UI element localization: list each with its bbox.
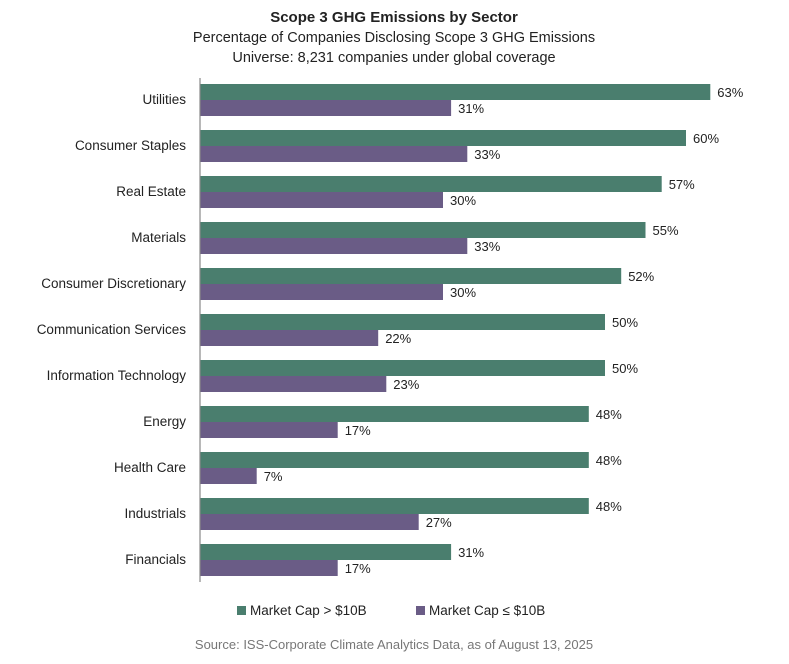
bar-financials-large-cap [200, 544, 452, 560]
bar-utilities-large-cap [200, 84, 711, 100]
data-label-utilities-large-cap: 63% [717, 85, 743, 100]
category-label-materials: Materials [131, 230, 186, 245]
legend-swatch-large-cap [237, 606, 246, 615]
data-label-information-technology-large-cap: 50% [612, 361, 638, 376]
data-label-industrials-large-cap: 48% [596, 499, 622, 514]
data-label-real-estate-small-cap: 30% [450, 193, 476, 208]
category-label-health-care: Health Care [114, 460, 186, 475]
bar-utilities-small-cap [200, 100, 452, 116]
bar-communication-services-large-cap [200, 314, 605, 330]
data-label-materials-large-cap: 55% [653, 223, 679, 238]
legend-label-large-cap: Market Cap > $10B [250, 603, 367, 618]
data-label-energy-small-cap: 17% [345, 423, 371, 438]
data-label-consumer-discretionary-large-cap: 52% [628, 269, 654, 284]
data-label-energy-large-cap: 48% [596, 407, 622, 422]
data-label-real-estate-large-cap: 57% [669, 177, 695, 192]
data-label-financials-large-cap: 31% [458, 545, 484, 560]
bars-layer: Utilities 63% 31% Consumer Staples 60% 33% Rea… [37, 84, 744, 576]
category-label-information-technology: Information Technology [47, 368, 187, 383]
legend-swatch-small-cap [416, 606, 425, 615]
category-label-utilities: Utilities [142, 92, 186, 107]
bar-information-technology-small-cap [200, 376, 387, 392]
category-label-energy: Energy [143, 414, 186, 429]
data-label-financials-small-cap: 17% [345, 561, 371, 576]
source-note: Source: ISS-Corporate Climate Analytics … [195, 637, 593, 652]
data-label-communication-services-small-cap: 22% [385, 331, 411, 346]
legend: Market Cap > $10B Market Cap ≤ $10B [237, 603, 545, 618]
bar-consumer-staples-small-cap [200, 146, 468, 162]
bar-consumer-discretionary-small-cap [200, 284, 443, 300]
bar-communication-services-small-cap [200, 330, 379, 346]
bar-information-technology-large-cap [200, 360, 605, 376]
bar-consumer-discretionary-large-cap [200, 268, 622, 284]
bar-financials-small-cap [200, 560, 338, 576]
data-label-industrials-small-cap: 27% [426, 515, 452, 530]
bar-industrials-small-cap [200, 514, 419, 530]
data-label-utilities-small-cap: 31% [458, 101, 484, 116]
bar-materials-small-cap [200, 238, 468, 254]
bar-health-care-small-cap [200, 468, 257, 484]
bar-materials-large-cap [200, 222, 646, 238]
data-label-consumer-staples-large-cap: 60% [693, 131, 719, 146]
category-label-industrials: Industrials [124, 506, 186, 521]
bar-industrials-large-cap [200, 498, 589, 514]
data-label-information-technology-small-cap: 23% [393, 377, 419, 392]
bar-real-estate-small-cap [200, 192, 443, 208]
category-label-real-estate: Real Estate [116, 184, 186, 199]
data-label-communication-services-large-cap: 50% [612, 315, 638, 330]
bar-energy-small-cap [200, 422, 338, 438]
chart-title: Scope 3 GHG Emissions by Sector [270, 9, 518, 26]
data-label-health-care-small-cap: 7% [264, 469, 283, 484]
chart-subtitle: Percentage of Companies Disclosing Scope… [193, 30, 595, 46]
category-label-communication-services: Communication Services [37, 322, 187, 337]
data-label-materials-small-cap: 33% [474, 239, 500, 254]
chart-universe-note: Universe: 8,231 companies under global c… [232, 50, 555, 66]
legend-label-small-cap: Market Cap ≤ $10B [429, 603, 545, 618]
category-label-consumer-staples: Consumer Staples [75, 138, 186, 153]
bar-energy-large-cap [200, 406, 589, 422]
data-label-consumer-discretionary-small-cap: 30% [450, 285, 476, 300]
bar-consumer-staples-large-cap [200, 130, 686, 146]
data-label-consumer-staples-small-cap: 33% [474, 147, 500, 162]
category-label-financials: Financials [125, 552, 186, 567]
bar-health-care-large-cap [200, 452, 589, 468]
bar-real-estate-large-cap [200, 176, 662, 192]
category-label-consumer-discretionary: Consumer Discretionary [41, 276, 186, 291]
data-label-health-care-large-cap: 48% [596, 453, 622, 468]
